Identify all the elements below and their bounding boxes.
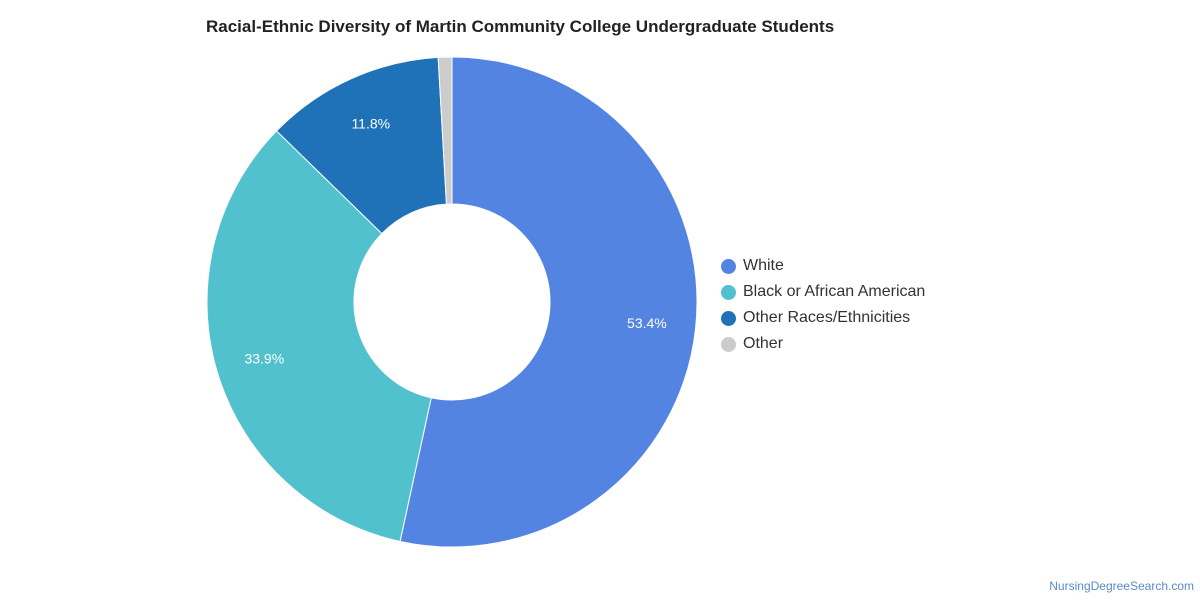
slice-value-label: 11.8% (351, 116, 390, 132)
chart-title: Racial-Ethnic Diversity of Martin Commun… (206, 17, 835, 36)
slice-white[interactable] (399, 56, 698, 548)
legend-item[interactable]: Other (721, 331, 925, 357)
legend-swatch (721, 284, 736, 300)
slice-value-label: 53.4% (627, 315, 667, 331)
legend-label: Other (743, 335, 784, 352)
slice-other[interactable] (437, 56, 453, 205)
slice-other-races-ethnicities[interactable] (275, 56, 447, 235)
legend-label: Other Races/Ethnicities (743, 309, 911, 326)
legend-swatch (721, 310, 736, 326)
slice-value-label: 33.9% (244, 350, 284, 366)
legend-swatch (721, 336, 736, 352)
slice-black-or-african-american[interactable] (206, 130, 432, 543)
legend-swatch (721, 258, 736, 274)
legend-label: White (743, 257, 784, 274)
legend: White Black or African American Other Race… (721, 253, 925, 357)
watermark-link[interactable]: NursingDegreeSearch.com (1049, 579, 1194, 593)
legend-item[interactable]: Other Races/Ethnicities (721, 305, 925, 331)
legend-item[interactable]: White (721, 253, 925, 279)
legend-item[interactable]: Black or African American (721, 279, 925, 305)
legend-label: Black or African American (743, 283, 926, 300)
